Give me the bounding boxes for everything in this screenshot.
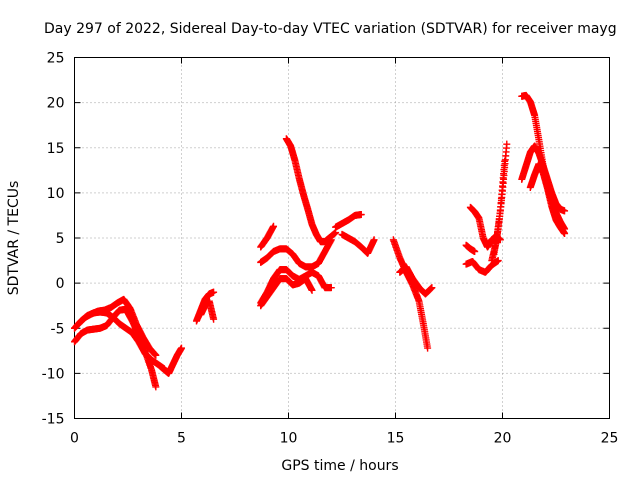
data-point [503, 140, 511, 148]
y-tick-label: -5 [51, 321, 65, 337]
series-track-13 [338, 230, 378, 257]
data-point [178, 344, 185, 352]
x-tick-label: 5 [177, 431, 186, 447]
series-track-6 [197, 297, 218, 323]
series-track-10 [257, 275, 316, 310]
y-tick-label: -15 [42, 412, 65, 428]
series-track-8 [257, 236, 335, 271]
series-track-16 [462, 241, 479, 256]
data-point [210, 288, 218, 296]
series-track-18 [462, 257, 502, 276]
series-track-20 [490, 140, 511, 258]
series-track-9 [257, 266, 335, 307]
series-track-23 [526, 160, 569, 237]
x-tick-label: 0 [70, 431, 79, 447]
data-point [152, 351, 160, 359]
x-tick-label: 25 [601, 431, 619, 447]
y-tick-labels: -15 -10 -5 0 5 10 15 20 25 [42, 51, 65, 428]
data-point [561, 229, 569, 237]
series-track-3 [75, 295, 160, 359]
data-point [370, 236, 378, 244]
y-tick-label: 25 [47, 51, 65, 67]
y-tick-label: 0 [56, 276, 65, 292]
data-markers [71, 91, 569, 391]
series-track-14 [389, 236, 432, 352]
data-point [308, 286, 316, 294]
data-point [210, 315, 218, 323]
data-point [424, 344, 432, 352]
data-point [494, 257, 502, 265]
grid [74, 57, 610, 419]
series-track-4 [156, 344, 185, 377]
data-point [152, 383, 160, 391]
y-tick-label: 10 [47, 186, 65, 202]
x-tick-label: 15 [387, 431, 405, 447]
series-track-7 [257, 222, 278, 251]
y-tick-label: 20 [47, 96, 65, 112]
data-point [561, 207, 569, 215]
x-tick-label: 10 [280, 431, 298, 447]
x-axis-title: GPS time / hours [281, 458, 398, 474]
x-tick-label: 20 [494, 431, 512, 447]
y-tick-label: 5 [56, 231, 65, 247]
data-point [327, 284, 335, 292]
series-track-15 [396, 263, 436, 298]
data-point [357, 211, 365, 219]
series-track-12 [332, 211, 365, 231]
data-point [428, 284, 436, 292]
axis-ticks [74, 57, 610, 419]
y-tick-label: 15 [47, 141, 65, 157]
data-point [270, 222, 278, 230]
data-point [471, 248, 479, 256]
y-axis-title: SDTVAR / TECUs [6, 181, 22, 296]
y-tick-label: -10 [42, 366, 65, 382]
series-track-11 [282, 135, 340, 246]
chart-title: Day 297 of 2022, Sidereal Day-to-day VTE… [44, 21, 617, 37]
x-tick-labels: 0 5 10 15 20 25 [70, 431, 618, 447]
